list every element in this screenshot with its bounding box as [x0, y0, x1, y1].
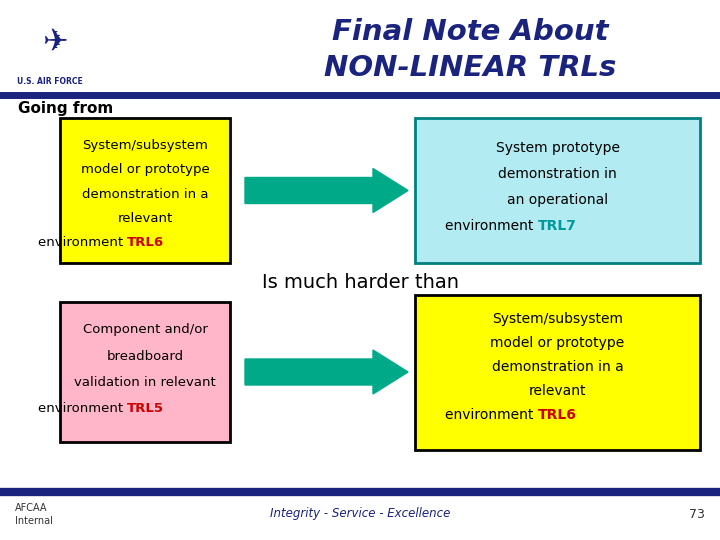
Text: TRL6: TRL6 — [538, 408, 577, 422]
FancyBboxPatch shape — [60, 118, 230, 263]
Text: relevant: relevant — [117, 212, 173, 225]
Text: validation in relevant: validation in relevant — [74, 375, 216, 388]
Text: Going from: Going from — [18, 100, 113, 116]
Text: breadboard: breadboard — [107, 349, 184, 362]
Text: AFCAA: AFCAA — [15, 503, 48, 513]
Text: demonstration in: demonstration in — [498, 167, 617, 181]
Text: Is much harder than: Is much harder than — [261, 273, 459, 293]
Text: TRL7: TRL7 — [538, 219, 577, 233]
Text: demonstration in a: demonstration in a — [82, 187, 208, 200]
Text: relevant: relevant — [528, 384, 586, 398]
Text: Internal: Internal — [15, 516, 53, 526]
Text: model or prototype: model or prototype — [81, 164, 210, 177]
Text: TRL6: TRL6 — [127, 235, 164, 248]
Text: Integrity - Service - Excellence: Integrity - Service - Excellence — [270, 508, 450, 521]
Text: ✈: ✈ — [42, 28, 68, 57]
Text: environment: environment — [37, 235, 127, 248]
FancyBboxPatch shape — [415, 118, 700, 263]
Text: System prototype: System prototype — [495, 141, 619, 155]
Polygon shape — [245, 350, 408, 394]
Text: System/subsystem: System/subsystem — [82, 139, 208, 152]
Text: an operational: an operational — [507, 193, 608, 207]
FancyBboxPatch shape — [60, 302, 230, 442]
Text: U.S. AIR FORCE: U.S. AIR FORCE — [17, 78, 83, 86]
FancyBboxPatch shape — [415, 295, 700, 450]
Text: environment: environment — [445, 408, 538, 422]
Text: Final Note About: Final Note About — [332, 18, 608, 46]
Text: demonstration in a: demonstration in a — [492, 360, 624, 374]
Text: TRL5: TRL5 — [127, 402, 164, 415]
Text: model or prototype: model or prototype — [490, 336, 625, 350]
Text: Component and/or: Component and/or — [83, 323, 207, 336]
Polygon shape — [245, 168, 408, 213]
Text: environment: environment — [445, 219, 538, 233]
Text: 73: 73 — [689, 508, 705, 521]
Text: environment: environment — [37, 402, 127, 415]
Text: NON-LINEAR TRLs: NON-LINEAR TRLs — [324, 54, 616, 82]
Text: System/subsystem: System/subsystem — [492, 312, 623, 326]
